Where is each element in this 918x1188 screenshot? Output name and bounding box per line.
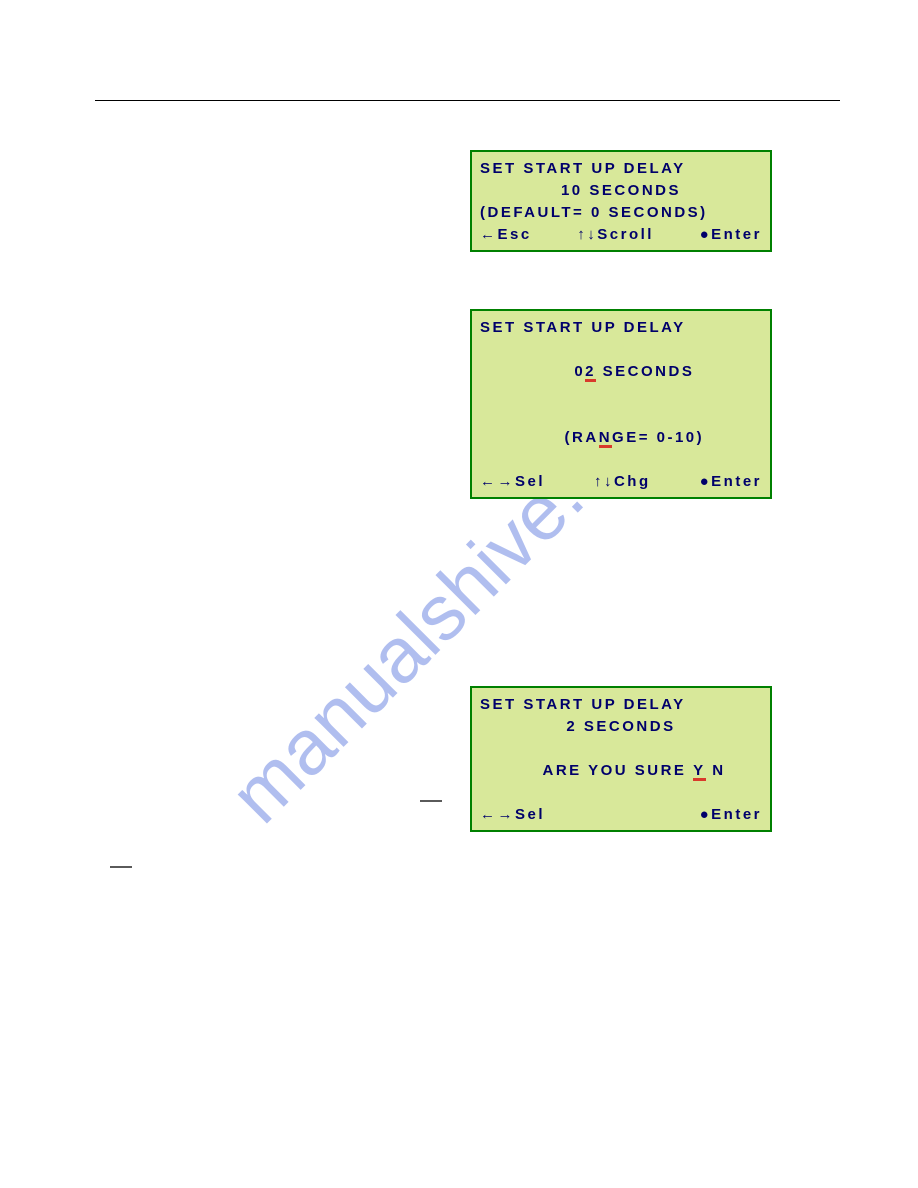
- stray-dash-2: [110, 866, 132, 868]
- panel2-line2-pre: 0: [574, 363, 585, 380]
- panel2-line3-ul: N: [599, 431, 612, 448]
- panel3-line3-ul: Y: [693, 764, 706, 781]
- lcd-panel-1: SET START UP DELAY 10 SECONDS (DEFAULT= …: [470, 150, 772, 252]
- panel2-line2-ul: 2: [585, 365, 596, 382]
- panel1-nav: ←Esc ↑↓Scroll ●Enter: [480, 224, 762, 246]
- stray-dash-1: [420, 800, 442, 802]
- panel2-line3: (RANGE= 0-10): [480, 405, 762, 471]
- panel1-line2: 10 SECONDS: [480, 180, 762, 202]
- panel1-nav-right: ●Enter: [700, 224, 762, 246]
- panel3-line3-post: N: [706, 762, 726, 779]
- panel3-line3-pre: ARE YOU SURE: [543, 762, 694, 779]
- panel3-line2: 2 SECONDS: [480, 716, 762, 738]
- panel2-line3-post: GE= 0-10): [612, 429, 704, 446]
- panel2-nav: ←→Sel ↑↓Chg ●Enter: [480, 471, 762, 493]
- panel3-nav: ←→Sel ●Enter: [480, 804, 762, 826]
- panel1-line3: (DEFAULT= 0 SECONDS): [480, 202, 762, 224]
- panel1-nav-left: ←Esc: [480, 224, 532, 246]
- panel2-nav-left: ←→Sel: [480, 471, 545, 493]
- panel3-nav-right: ●Enter: [700, 804, 762, 826]
- panel2-nav-right: ●Enter: [700, 471, 762, 493]
- panel3-nav-left: ←→Sel: [480, 804, 545, 826]
- panel2-nav-mid: ↑↓Chg: [594, 471, 651, 493]
- panel1-nav-mid: ↑↓Scroll: [577, 224, 654, 246]
- lcd-panel-3: SET START UP DELAY 2 SECONDS ARE YOU SUR…: [470, 686, 772, 832]
- panel2-line2-post: SECONDS: [596, 363, 694, 380]
- panel2-line2: 02 SECONDS: [480, 339, 762, 405]
- panel2-line1: SET START UP DELAY: [480, 317, 762, 339]
- lcd-panel-2: SET START UP DELAY 02 SECONDS (RANGE= 0-…: [470, 309, 772, 499]
- panel3-line1: SET START UP DELAY: [480, 694, 762, 716]
- top-divider: [95, 100, 840, 101]
- panel1-line1: SET START UP DELAY: [480, 158, 762, 180]
- panel3-line3: ARE YOU SURE Y N: [480, 738, 762, 804]
- panel2-line3-pre: (RA: [565, 429, 599, 446]
